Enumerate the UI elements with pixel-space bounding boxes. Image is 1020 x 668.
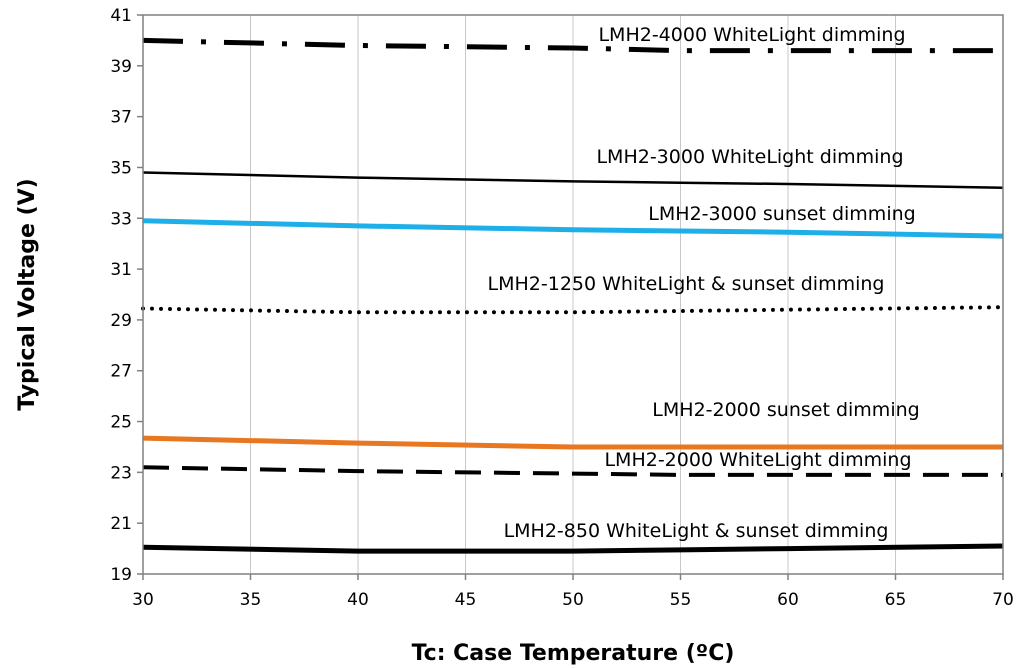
series-line-lmh2-1250-whitelight-sunset-dimming — [141, 305, 1005, 315]
x-tick-label-65: 65 — [885, 590, 907, 610]
series-line-lmh2-850-whitelight-sunset-dimming — [142, 543, 1004, 554]
x-tick-label-30: 30 — [132, 590, 154, 610]
series-line-lmh2-3000-sunset-dimming — [142, 218, 1004, 239]
series-line-lmh2-4000-whitelight-dimming — [142, 37, 1003, 54]
series-labels: LMH2-4000 WhiteLight dimming LMH2-3000 Wh… — [488, 24, 920, 542]
y-tick-label-23: 23 — [110, 463, 132, 483]
x-axis-ticks: 30 35 40 45 50 55 60 65 70 — [132, 574, 1014, 610]
x-tick-label-35: 35 — [240, 590, 262, 610]
y-tick-label-29: 29 — [110, 311, 132, 331]
y-axis-title: Typical Voltage (V) — [15, 178, 40, 410]
series-label-lmh2-3000-whitelight-dimming: LMH2-3000 WhiteLight dimming — [596, 146, 903, 168]
y-tick-label-37: 37 — [110, 108, 132, 128]
y-tick-label-35: 35 — [110, 158, 132, 178]
series-label-lmh2-2000-sunset-dimming: LMH2-2000 sunset dimming — [652, 399, 919, 421]
y-tick-label-19: 19 — [110, 565, 132, 585]
y-tick-label-25: 25 — [110, 413, 132, 433]
y-tick-label-39: 39 — [110, 57, 132, 77]
x-tick-label-40: 40 — [347, 590, 369, 610]
series-line-lmh2-2000-whitelight-dimming — [142, 465, 1003, 477]
x-tick-label-70: 70 — [992, 590, 1014, 610]
y-axis-ticks: 19 21 23 25 27 29 31 33 35 37 39 41 — [110, 6, 143, 585]
y-tick-label-27: 27 — [110, 362, 132, 382]
series-lines — [141, 37, 1005, 554]
series-label-lmh2-850-whitelight-sunset-dimming: LMH2-850 WhiteLight & sunset dimming — [504, 520, 889, 542]
series-line-lmh2-3000-whitelight-dimming — [142, 171, 1004, 190]
y-tick-label-33: 33 — [110, 209, 132, 229]
series-label-lmh2-4000-whitelight-dimming: LMH2-4000 WhiteLight dimming — [598, 24, 905, 46]
series-label-lmh2-3000-sunset-dimming: LMH2-3000 sunset dimming — [648, 203, 915, 225]
x-axis-title: Tc: Case Temperature (ºC) — [412, 641, 735, 666]
y-tick-label-41: 41 — [110, 6, 132, 26]
x-tick-label-45: 45 — [455, 590, 477, 610]
y-tick-label-21: 21 — [110, 514, 132, 534]
series-line-lmh2-2000-sunset-dimming — [142, 435, 1003, 450]
x-tick-label-55: 55 — [670, 590, 692, 610]
x-tick-label-50: 50 — [562, 590, 584, 610]
y-tick-label-31: 31 — [110, 260, 132, 280]
series-label-lmh2-2000-whitelight-dimming: LMH2-2000 WhiteLight dimming — [604, 449, 911, 471]
x-tick-label-60: 60 — [777, 590, 799, 610]
series-label-lmh2-1250-whitelight-sunset-dimming: LMH2-1250 WhiteLight & sunset dimming — [488, 273, 885, 295]
